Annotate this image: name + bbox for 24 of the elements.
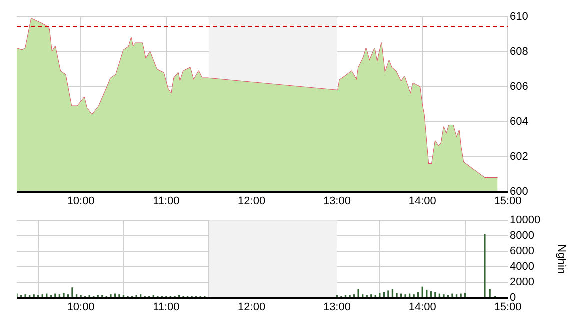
y-tick-label: 0 xyxy=(510,292,516,304)
y-tick-label: 602 xyxy=(510,151,528,164)
y-tick-label: 10000 xyxy=(510,214,541,227)
x-tick-label: 12:00 xyxy=(238,302,266,314)
x-tick-label: 15:00 xyxy=(494,196,522,208)
y-tick-label: 610 xyxy=(510,11,528,24)
y-tick-label: 606 xyxy=(510,81,528,94)
x-tick-label: 10:00 xyxy=(67,196,95,208)
x-tick-label: 11:00 xyxy=(153,196,180,208)
y-tick-label: 4000 xyxy=(510,261,534,274)
x-tick-label: 10:00 xyxy=(67,302,95,314)
y-tick-label: 8000 xyxy=(510,230,534,242)
y-tick-label: 604 xyxy=(510,116,528,128)
x-tick-label: 15:00 xyxy=(494,302,522,314)
y-tick-label: 6000 xyxy=(510,246,534,258)
x-tick-label: 13:00 xyxy=(323,302,351,314)
x-tick-label: 14:00 xyxy=(408,302,436,314)
x-tick-label: 12:00 xyxy=(238,196,266,208)
x-tick-label: 13:00 xyxy=(323,196,351,208)
y-tick-label: 2000 xyxy=(510,276,534,289)
y-axis-title: Nghìn xyxy=(555,244,568,274)
y-tick-label: 608 xyxy=(510,46,528,58)
x-tick-label: 14:00 xyxy=(408,196,436,208)
x-tick-label: 11:00 xyxy=(153,302,180,314)
